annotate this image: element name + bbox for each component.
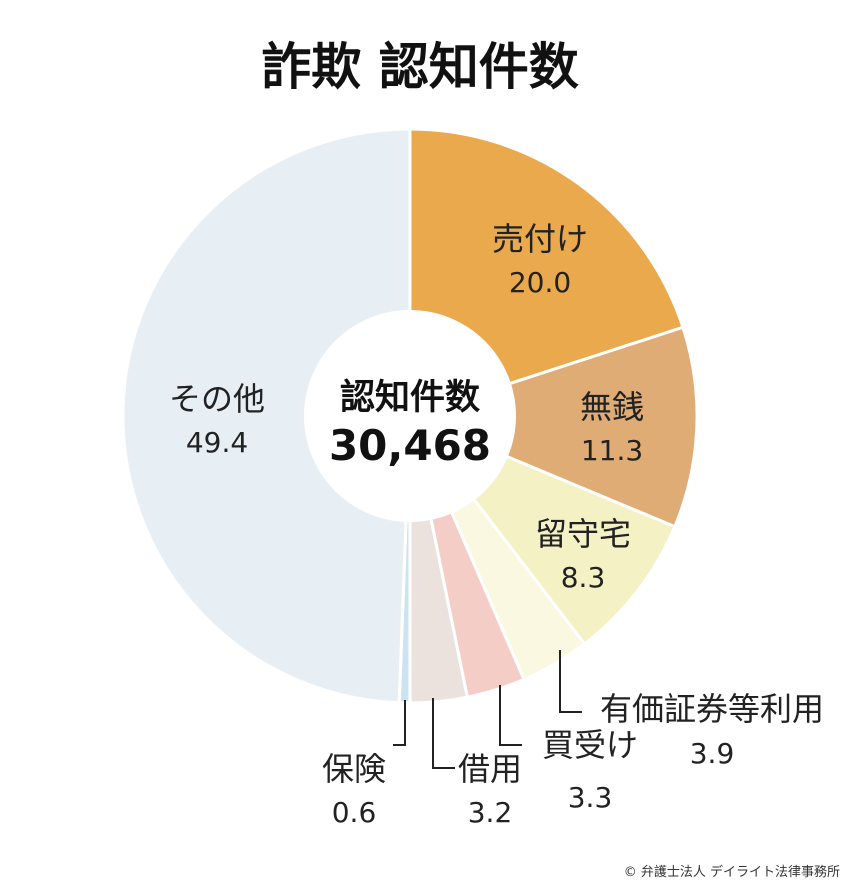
slice-value-5: 3.2 [468,796,513,829]
slice-value-3: 3.9 [690,737,735,770]
leader-lines [393,650,582,769]
slice-value-0: 20.0 [509,266,571,299]
slice-value-6: 0.6 [332,796,377,829]
chart-title: 詐欺 認知件数 [261,38,578,96]
pie-slice-1 [405,325,699,529]
copyright-credit: © 弁護士法人 デイライト法律事務所 [624,864,840,880]
pie-slice-7 [121,127,412,705]
slice-label-1: 無銭 [580,388,644,426]
leader-line-insurance [393,700,406,746]
pie-slices [121,127,699,705]
slice-labels: 売付け 20.0 無銭 11.3 留守宅 8.3 有価証券等利用 3.9 買受け 3.3 借用 3.2… [169,220,824,829]
slice-value-4: 3.3 [568,781,613,814]
slice-label-3: 有価証券等利用 [600,690,824,728]
slice-label-2: 留守宅 [535,515,631,553]
leader-line-buying [499,685,522,746]
slice-label-6: 保険 [322,750,386,788]
slice-label-5: 借用 [458,750,522,788]
leader-line-securities [559,650,582,713]
center-label: 認知件数 [340,378,480,418]
slice-value-2: 8.3 [561,561,606,594]
slice-label-4: 買受け [542,726,638,764]
slice-value-1: 11.3 [581,434,643,467]
slice-value-7: 49.4 [186,426,248,459]
center-hole [304,310,516,522]
slice-label-7: その他 [169,380,265,418]
leader-line-loan [432,698,455,769]
center-total: 30,468 [329,421,491,470]
slice-label-0: 売付け [492,220,588,258]
